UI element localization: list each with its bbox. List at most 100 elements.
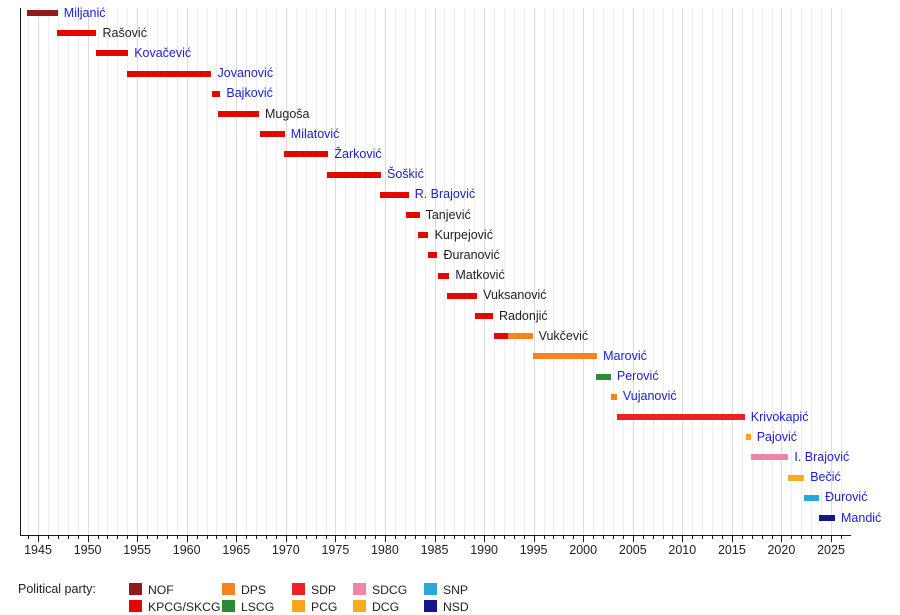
y-axis-line (20, 8, 21, 535)
axis-tick (513, 536, 515, 539)
axis-tick (821, 536, 823, 539)
person-label[interactable]: Krivokapić (750, 409, 809, 424)
legend-swatch (353, 600, 366, 612)
gridline (365, 8, 367, 535)
gridline (692, 8, 694, 535)
timeline-bar-segment (596, 373, 611, 380)
axis-tick (226, 536, 228, 539)
person-label[interactable]: Bečić (810, 470, 841, 485)
person-label[interactable]: Perović (616, 369, 659, 384)
axis-tick (583, 536, 585, 542)
gridline (404, 8, 406, 535)
axis-tick-label: 1995 (519, 543, 548, 557)
legend-label: SNP (443, 583, 469, 597)
gridline (682, 8, 684, 535)
axis-tick (454, 536, 456, 539)
timeline-bar-segment (494, 333, 508, 340)
legend-label: DCG (372, 600, 400, 614)
gridline (305, 8, 307, 535)
timeline-bar-segment (750, 454, 789, 461)
axis-tick-label: 1965 (222, 543, 251, 557)
gridline (801, 8, 803, 535)
axis-tick (811, 536, 813, 539)
legend-swatch (129, 600, 142, 612)
person-label[interactable]: Mandić (841, 510, 882, 525)
axis-tick (771, 536, 773, 539)
axis-tick (176, 536, 178, 539)
gridline (652, 8, 654, 535)
person-label: Matković (455, 268, 505, 283)
axis-tick (662, 536, 664, 539)
legend-swatch (292, 583, 305, 595)
gridline (285, 8, 287, 535)
axis-tick (593, 536, 595, 539)
axis-tick (474, 536, 476, 539)
timeline-bar-segment (56, 30, 97, 37)
axis-tick-label: 2005 (618, 543, 647, 557)
gridline (672, 8, 674, 535)
timeline-bar-segment (788, 474, 805, 481)
person-label[interactable]: I. Brajović (794, 449, 850, 464)
axis-tick (781, 536, 783, 542)
timeline-bar-segment (218, 111, 259, 117)
gridline (57, 8, 59, 535)
timeline-bar-segment (27, 10, 58, 16)
axis-tick (494, 536, 495, 539)
person-label[interactable]: Miljanić (63, 5, 106, 20)
legend-swatch (424, 600, 437, 612)
axis-tick (722, 536, 723, 539)
gridline (583, 8, 585, 535)
person-label: Kurpejović (434, 227, 493, 242)
axis-tick (166, 536, 168, 539)
gridline (484, 8, 486, 535)
axis-tick (246, 536, 248, 539)
axis-tick (285, 536, 287, 542)
axis-tick (266, 536, 267, 539)
axis-tick (553, 536, 555, 539)
gridline (206, 8, 208, 535)
person-label[interactable]: Žarković (334, 146, 382, 161)
person-label[interactable]: Pajović (756, 429, 797, 444)
timeline-bar-segment (616, 414, 745, 420)
person-label[interactable]: Kovačević (134, 45, 192, 60)
gridline (741, 8, 743, 535)
gridline (454, 8, 456, 535)
axis-tick-label: 1955 (123, 543, 151, 557)
person-label[interactable]: Bajković (226, 86, 273, 101)
axis-tick (206, 536, 208, 539)
axis-tick (107, 536, 109, 539)
axis-tick (563, 536, 565, 539)
axis-tick (632, 536, 634, 542)
person-label[interactable]: Marović (603, 348, 647, 363)
gridline (67, 8, 69, 535)
gridline (840, 8, 842, 535)
person-label: Vuksanović (483, 288, 547, 303)
person-label[interactable]: Milatović (290, 126, 340, 141)
axis-tick (672, 536, 674, 539)
gridline (315, 8, 317, 535)
gridline (375, 8, 376, 535)
gridline (523, 8, 525, 535)
person-label[interactable]: Đurović (825, 490, 868, 505)
axis-tick (156, 536, 158, 539)
timeline-bar-segment (745, 434, 751, 441)
axis-tick (97, 536, 99, 539)
person-label[interactable]: Vujanović (622, 389, 677, 404)
person-label[interactable]: Šoškić (387, 167, 424, 182)
axis-tick-label: 1970 (271, 543, 300, 557)
gridline (335, 8, 337, 535)
gridline (166, 8, 168, 535)
gridline (513, 8, 515, 535)
axis-tick-label: 1960 (172, 543, 201, 557)
timeline-bar-segment (475, 313, 493, 319)
axis-tick (335, 536, 337, 542)
axis-tick (216, 536, 218, 539)
person-label[interactable]: R. Brajović (414, 187, 476, 202)
gridline (434, 8, 436, 535)
person-label[interactable]: Jovanović (217, 66, 274, 81)
legend-label: DPS (241, 583, 267, 597)
gridline (494, 8, 495, 535)
legend-swatch (222, 600, 235, 612)
axis-tick (256, 536, 258, 539)
gridline (127, 8, 129, 535)
